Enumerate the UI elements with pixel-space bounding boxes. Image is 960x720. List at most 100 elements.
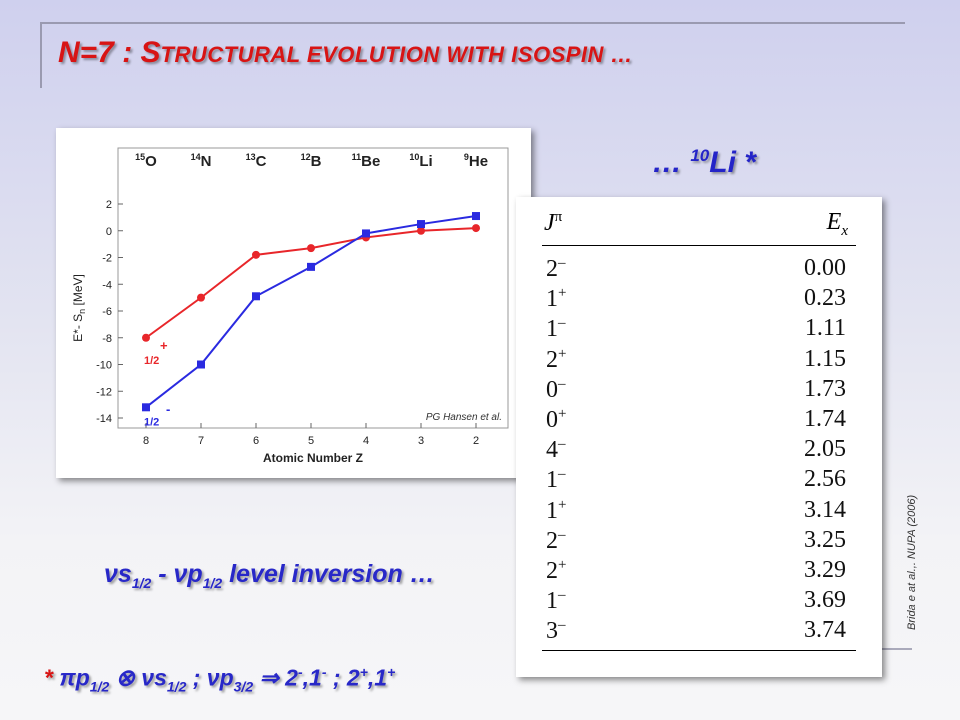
- nucleus-symbol: O: [145, 153, 157, 170]
- fn-1: ,1: [302, 664, 322, 691]
- y-tick-label: -6: [102, 306, 112, 318]
- table-row-spin-parity: 2+: [546, 557, 566, 585]
- data-point: [252, 250, 260, 259]
- table-row-spin-parity: 4–: [546, 436, 566, 464]
- table-row-excitation: 0.00: [804, 255, 846, 281]
- spin-value: 0: [546, 407, 558, 433]
- y-tick-label: 2: [106, 199, 112, 211]
- x-axis-label: Atomic Number Z: [263, 451, 363, 465]
- nucleus-mass: 9: [464, 152, 469, 162]
- x-tick-label: 7: [198, 435, 204, 447]
- data-point: [417, 226, 425, 235]
- y-tick-label: -8: [102, 333, 112, 345]
- table-rule-bottom: [542, 650, 856, 651]
- y-tick-label: -12: [96, 386, 112, 398]
- data-point: [307, 262, 315, 271]
- fn-2: ; 2: [326, 664, 360, 691]
- table-row-excitation: 3.74: [804, 617, 846, 644]
- data-point: [307, 244, 315, 253]
- data-point: [417, 220, 425, 229]
- nucleus-label: 12B: [301, 152, 322, 170]
- parity-value: –: [558, 587, 566, 604]
- spin-value: 1: [546, 467, 558, 494]
- table-row-spin-parity: 3–: [546, 617, 566, 645]
- citation: Brida e at al.,. NUPA (2006): [906, 494, 918, 630]
- inv-tail: level inversion …: [222, 560, 435, 588]
- y-axis-label: E*- Sn [MeV]: [71, 274, 87, 342]
- header-e-text: E: [826, 209, 842, 235]
- spin-value: 1: [546, 588, 558, 615]
- chart-annotation: PG Hansen et al.: [426, 412, 502, 423]
- plot-frame: [117, 147, 509, 429]
- table-header-excitation-energy: Ex: [827, 209, 848, 240]
- table-row-excitation: 1.15: [804, 345, 846, 372]
- series-label: 1/2: [144, 355, 159, 367]
- x-tick-label: 5: [308, 435, 314, 447]
- spin-value: 2: [546, 346, 558, 373]
- parity-value: –: [558, 375, 566, 392]
- nucleus-mass: 10: [409, 152, 419, 162]
- spin-value: 3: [546, 618, 558, 645]
- inv-nu-p: - νp: [151, 560, 203, 588]
- table-row-excitation: 1.74: [804, 406, 846, 432]
- frame-line-left: [40, 22, 42, 88]
- spin-value: 1: [546, 316, 558, 343]
- nucleus-symbol: Li: [419, 153, 432, 170]
- table-rule-top: [542, 245, 856, 246]
- header-j-text: J: [544, 210, 555, 236]
- table-row-spin-parity: 2+: [546, 346, 566, 374]
- level-inversion-caption: νs1/2 - νp1/2 level inversion …: [104, 560, 435, 591]
- slide-title: N=7 : Structural evolution with isospin …: [58, 36, 633, 70]
- chart-panel: 15O 14N 13C 12B 11Be 10Li 9He 2 0 -2 -4 -6 -8 -10 -12-…: [56, 128, 531, 478]
- series-label-text: 1/2: [144, 416, 159, 428]
- series-label: 1/2: [144, 416, 159, 428]
- nucleus-mass: 15: [135, 152, 145, 162]
- nucleus-label: 10Li: [409, 152, 432, 170]
- spin-value: 2: [546, 527, 558, 554]
- fn-implies: ⇒ 2: [253, 664, 298, 691]
- spin-value: 2: [546, 256, 558, 282]
- x-tick-label: 6: [253, 435, 259, 447]
- separation-energy-chart: 15O 14N 13C 12B 11Be 10Li 9He20-2-4-6-8-10-12-…: [71, 147, 509, 465]
- table-row-excitation: 1.73: [804, 375, 846, 402]
- data-point: [472, 224, 480, 233]
- table-row-spin-parity: 2–: [546, 255, 566, 283]
- inv-nu-s: νs: [104, 560, 132, 588]
- inv-sub-2: 1/2: [202, 575, 223, 591]
- spin-value: 2: [546, 558, 558, 584]
- nucleus-mass: 11: [352, 152, 362, 162]
- y-tick-label: -14: [96, 413, 112, 425]
- title-lead: N=7 : S: [58, 36, 161, 69]
- footnote-star: *: [44, 664, 60, 691]
- table-row-spin-parity: 1–: [546, 315, 566, 343]
- parity-value: –: [558, 617, 566, 634]
- levels-table: Jπ Ex 2– 0.00 1+ 0.23 1– 1.11 2+ 1.15 0– 1.73 0+ 1.…: [516, 197, 882, 677]
- data-point: [197, 360, 205, 369]
- parity-value: –: [558, 436, 566, 453]
- parity-value: –: [558, 315, 566, 332]
- nucleus-label: 9He: [464, 152, 488, 170]
- fn-sup-2: -: [321, 664, 327, 680]
- table-row-excitation: 1.11: [804, 315, 846, 342]
- y-tick-label: 0: [106, 226, 112, 238]
- nucleus-symbol: Be: [361, 153, 380, 170]
- y-axis-label-sub: n: [77, 309, 87, 314]
- table-row-excitation: 2.56: [804, 466, 846, 493]
- y-tick-label: -4: [102, 279, 112, 291]
- data-point: [252, 292, 260, 301]
- spin-value: 1: [546, 286, 558, 313]
- header-pi-text: π: [554, 209, 563, 225]
- table-row-excitation: 3.25: [804, 526, 846, 553]
- li10-heading: … 10Li *: [652, 146, 756, 180]
- table-row-spin-parity: 0–: [546, 376, 566, 404]
- table-row-spin-parity: 1–: [546, 466, 566, 494]
- fn-sup-3: +: [359, 664, 368, 680]
- coupling-footnote: * πp1/2 ⊗ νs1/2 ; νp3/2 ⇒ 2-,1- ; 2+,1+: [44, 664, 395, 694]
- nucleus-symbol: B: [311, 153, 322, 170]
- table-row-spin-parity: 1+: [546, 497, 566, 525]
- nucleus-mass: 14: [191, 152, 201, 162]
- nucleus-label: 13C: [246, 152, 267, 170]
- li10-heading-prefix: …: [652, 146, 691, 179]
- fn-sub-1: 1/2: [89, 678, 110, 695]
- data-point: [142, 333, 150, 342]
